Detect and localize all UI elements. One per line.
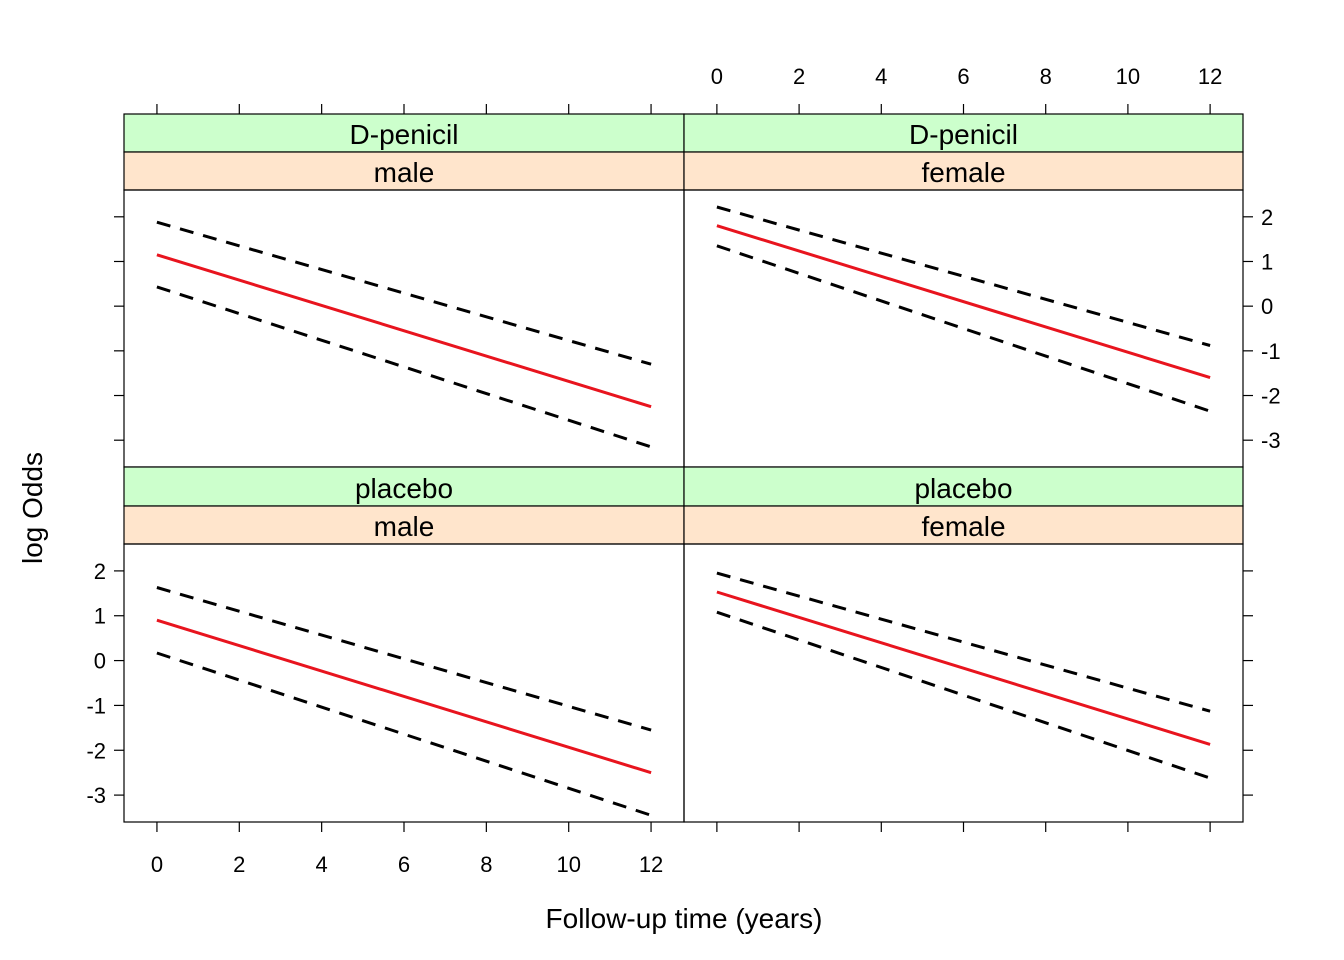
strip-sex [683,505,1244,545]
y-tick-label: 2 [94,559,106,584]
strip-drug-label: D-penicil [350,119,459,150]
x-tick-label: 6 [957,64,969,89]
strip-sex-label: female [921,157,1005,188]
strip-sex [123,151,685,191]
x-axis-title: Follow-up time (years) [546,903,823,934]
x-tick-label: 6 [398,852,410,877]
x-tick-label: 10 [556,852,580,877]
strip-drug-label: D-penicil [909,119,1018,150]
strip-drug-label: placebo [355,473,453,504]
strip-sex [683,151,1244,191]
panel-placebo-male: placebo male [123,466,685,823]
upper-band-line [716,205,1211,347]
lower-band-line [156,651,652,817]
x-tick-label: 10 [1116,64,1140,89]
panel-d-penicil-male: D-penicil male [123,113,685,468]
y-tick-label: -3 [86,783,106,808]
x-tick-label: 12 [639,852,663,877]
panel-frame [683,189,1244,468]
fit-line [156,618,652,775]
y-tick-label: -2 [86,738,106,763]
panel-placebo-female: placebo female [683,466,1244,823]
x-tick-label: 4 [316,852,328,877]
x-tick-label: 0 [711,64,723,89]
panel-frame [123,543,685,823]
strip-drug-label: placebo [914,473,1012,504]
y-tick-label: -3 [1261,428,1281,453]
y-tick-label: 2 [1261,205,1273,230]
fit-line [716,224,1211,380]
x-tick-label: 12 [1198,64,1222,89]
panel-d-penicil-female: D-penicil female [683,113,1244,468]
upper-band-line [156,220,652,366]
upper-band-line [716,571,1211,713]
x-tick-label: 8 [480,852,492,877]
strip-sex-label: male [374,157,435,188]
y-tick-label: -1 [86,693,106,718]
lower-band-line [156,285,652,449]
y-tick-label: 0 [94,649,106,674]
panels-layer: D-penicilmaleD-penicilfemaleplacebomalep… [123,113,1244,823]
panel-frame [683,543,1244,823]
x-tick-label: 2 [233,852,245,877]
strip-sex-label: male [374,511,435,542]
x-tick-label: 8 [1040,64,1052,89]
x-tick-label: 2 [793,64,805,89]
y-tick-label: 1 [1261,249,1273,274]
strip-sex [123,505,685,545]
y-tick-label: -1 [1261,339,1281,364]
y-tick-label: 0 [1261,294,1273,319]
fit-line [716,590,1211,746]
y-axis-title: log Odds [17,452,48,564]
y-tick-label: -2 [1261,384,1281,409]
strip-drug [123,113,685,153]
upper-band-line [156,586,652,732]
lower-band-line [716,610,1211,780]
strip-sex-label: female [921,511,1005,542]
x-tick-label: 4 [875,64,887,89]
lower-band-line [716,244,1211,413]
fit-line [156,253,652,409]
y-tick-label: 1 [94,604,106,629]
x-tick-label: 0 [151,852,163,877]
panel-frame [123,189,685,468]
